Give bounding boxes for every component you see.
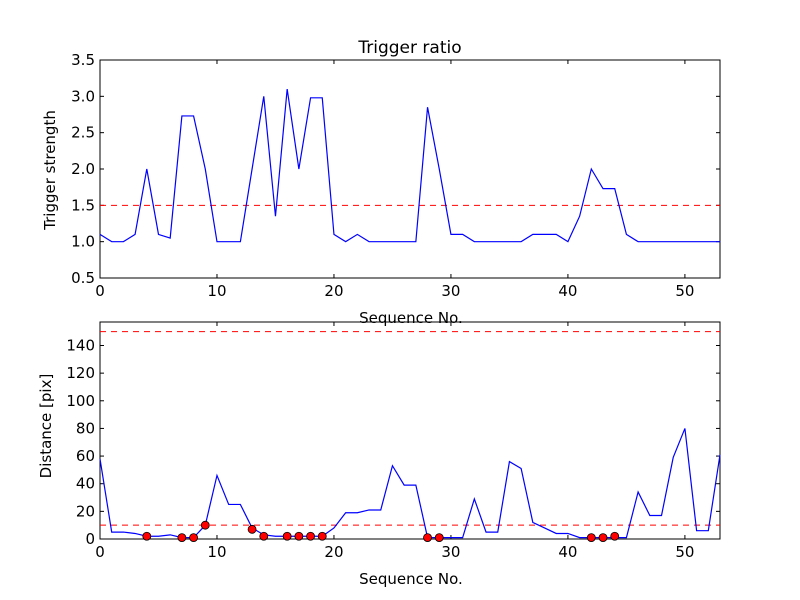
data-point-marker: [200, 520, 210, 530]
y-tick-label: 20: [76, 502, 95, 520]
top-plot-area: 0 10 20 30 40 50 0.5 1.0 1.5 2.0 2.5 3.0 3.5: [71, 51, 721, 300]
x-tick-label: 10: [207, 543, 226, 561]
data-point-marker: [317, 531, 327, 541]
x-tick-label: 30: [441, 282, 460, 300]
top-x-axis-label: Sequence No.: [359, 309, 463, 327]
series-line: [99, 88, 720, 243]
data-point-marker: [177, 533, 187, 543]
x-tick-label: 20: [324, 282, 343, 300]
bottom-plot-area: 0 10 20 30 40 50 0 20 40 60 80 100 120 140: [66, 321, 721, 561]
y-tick-label: 2.5: [71, 124, 95, 142]
x-tick-label: 40: [558, 543, 577, 561]
data-point-marker: [294, 531, 304, 541]
y-tick-label: 3.0: [71, 87, 95, 105]
x-tick-label: 0: [95, 282, 105, 300]
chart-title: Trigger ratio: [357, 38, 461, 58]
bottom-x-axis-label: Sequence No.: [359, 570, 463, 588]
bottom-y-axis-label: Distance [pix]: [37, 374, 55, 479]
data-point-marker: [610, 531, 620, 541]
data-point-marker: [142, 531, 152, 541]
x-tick-label: 40: [558, 282, 577, 300]
y-tick-label: 140: [66, 336, 95, 354]
x-tick-label: 0: [95, 543, 105, 561]
y-tick-label: 0.5: [71, 269, 95, 287]
y-tick-label: 0: [85, 530, 95, 548]
x-tick-label: 30: [441, 543, 460, 561]
axes-frame: [99, 321, 721, 540]
y-tick-label: 1.0: [71, 233, 95, 251]
y-tick-label: 1.5: [71, 196, 95, 214]
y-tick-label: 80: [76, 419, 95, 437]
data-point-marker: [586, 533, 596, 543]
data-point-marker: [259, 531, 269, 541]
x-tick-label: 50: [675, 282, 694, 300]
y-tick-label: 100: [66, 392, 95, 410]
data-point-marker: [189, 533, 198, 543]
data-point-marker: [306, 531, 315, 541]
data-point-marker: [423, 533, 432, 543]
distance-chart: Sequence No. Distance [pix] 0 10 20 30 40 500…: [37, 321, 721, 588]
y-tick-label: 2.0: [71, 160, 95, 178]
x-tick-label: 20: [324, 543, 343, 561]
x-tick-label: 50: [675, 543, 694, 561]
data-point-marker: [247, 524, 257, 534]
x-tick-label: 10: [207, 282, 226, 300]
data-point-marker: [434, 533, 444, 543]
y-tick-label: 3.5: [71, 51, 95, 69]
data-point-marker: [282, 531, 292, 541]
data-point-marker: [598, 533, 608, 543]
top-y-axis-label: Trigger strength: [41, 110, 59, 231]
y-tick-label: 60: [76, 447, 95, 465]
y-tick-label: 40: [76, 475, 95, 493]
trigger-ratio-chart: Trigger ratio Sequence No. Trigger stren…: [41, 38, 721, 327]
y-tick-label: 120: [66, 364, 95, 382]
